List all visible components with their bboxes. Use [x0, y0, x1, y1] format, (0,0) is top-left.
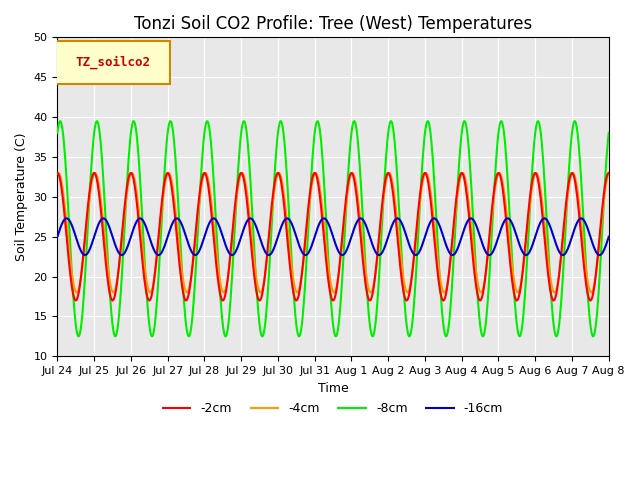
- Legend: -2cm, -4cm, -8cm, -16cm: -2cm, -4cm, -8cm, -16cm: [158, 397, 508, 420]
- Text: TZ_soilco2: TZ_soilco2: [75, 56, 150, 69]
- Title: Tonzi Soil CO2 Profile: Tree (West) Temperatures: Tonzi Soil CO2 Profile: Tree (West) Temp…: [134, 15, 532, 33]
- X-axis label: Time: Time: [317, 382, 348, 395]
- Y-axis label: Soil Temperature (C): Soil Temperature (C): [15, 132, 28, 261]
- FancyBboxPatch shape: [54, 40, 170, 84]
